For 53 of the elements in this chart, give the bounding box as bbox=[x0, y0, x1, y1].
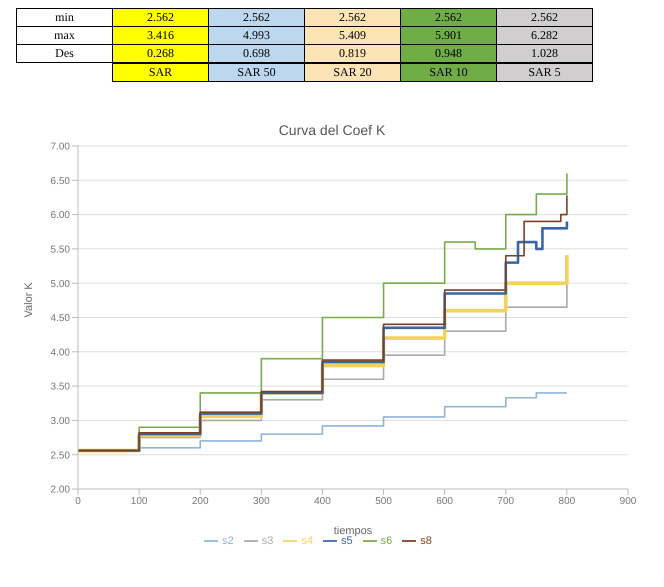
text: 2.562 bbox=[496, 8, 592, 26]
legend-label: s2 bbox=[222, 534, 234, 547]
chart-title: Curva del Coef K bbox=[278, 122, 386, 138]
x-tick-label: 500 bbox=[375, 496, 392, 508]
legend-label: s6 bbox=[380, 534, 392, 547]
text: 0.268 bbox=[112, 44, 208, 62]
text: min bbox=[16, 8, 112, 26]
x-tick-label: 900 bbox=[620, 496, 637, 508]
y-tick-label: 4.50 bbox=[50, 313, 70, 324]
text: 2.562 bbox=[112, 8, 208, 26]
y-tick-label: 4.00 bbox=[50, 347, 70, 358]
text: 2.562 bbox=[400, 8, 496, 26]
text: 0.819 bbox=[304, 44, 400, 62]
text: 0.948 bbox=[400, 44, 496, 62]
text: 2.562 bbox=[208, 8, 304, 26]
x-tick-label: 700 bbox=[497, 496, 515, 508]
legend-label: s5 bbox=[341, 534, 353, 547]
text: 4.993 bbox=[208, 26, 304, 44]
y-tick-label: 5.50 bbox=[50, 244, 70, 256]
y-tick-label: 5.00 bbox=[50, 278, 70, 290]
x-tick-label: 400 bbox=[314, 496, 332, 508]
x-tick-label: 600 bbox=[436, 496, 454, 508]
y-tick-label: 2.50 bbox=[50, 450, 70, 462]
legend-label: s8 bbox=[420, 534, 432, 547]
y-tick-label: 3.50 bbox=[50, 382, 70, 393]
y-tick-label: 6.50 bbox=[50, 176, 70, 187]
x-tick-label: 100 bbox=[130, 496, 148, 508]
legend-label: s4 bbox=[301, 534, 313, 547]
text: 2.562 bbox=[304, 8, 400, 26]
y-tick-label: 2.00 bbox=[50, 484, 70, 496]
text: Des bbox=[16, 44, 112, 62]
text: 5.901 bbox=[400, 26, 496, 44]
x-tick-label: 0 bbox=[75, 496, 82, 508]
y-tick-label: 3.00 bbox=[50, 416, 70, 427]
text: SAR 10 bbox=[400, 63, 497, 82]
text: 3.416 bbox=[112, 26, 208, 44]
y-tick-label: 6.00 bbox=[50, 210, 70, 222]
text: 5.409 bbox=[304, 26, 400, 44]
text: 6.282 bbox=[496, 26, 592, 44]
text: 0.698 bbox=[208, 44, 304, 62]
text: 1.028 bbox=[496, 44, 592, 62]
text: SAR 5 bbox=[496, 63, 593, 82]
y-axis-title: Valor K bbox=[22, 282, 35, 318]
text: SAR 50 bbox=[208, 63, 305, 82]
legend-label: s3 bbox=[262, 534, 274, 547]
text: SAR 20 bbox=[304, 63, 401, 82]
x-axis-title: tiempos bbox=[334, 525, 373, 537]
x-tick-label: 800 bbox=[558, 496, 576, 508]
text: max bbox=[16, 26, 112, 44]
text: SAR bbox=[112, 63, 209, 82]
y-tick-label: 7.00 bbox=[50, 142, 70, 153]
x-tick-label: 300 bbox=[252, 496, 270, 508]
x-tick-label: 200 bbox=[192, 496, 209, 508]
